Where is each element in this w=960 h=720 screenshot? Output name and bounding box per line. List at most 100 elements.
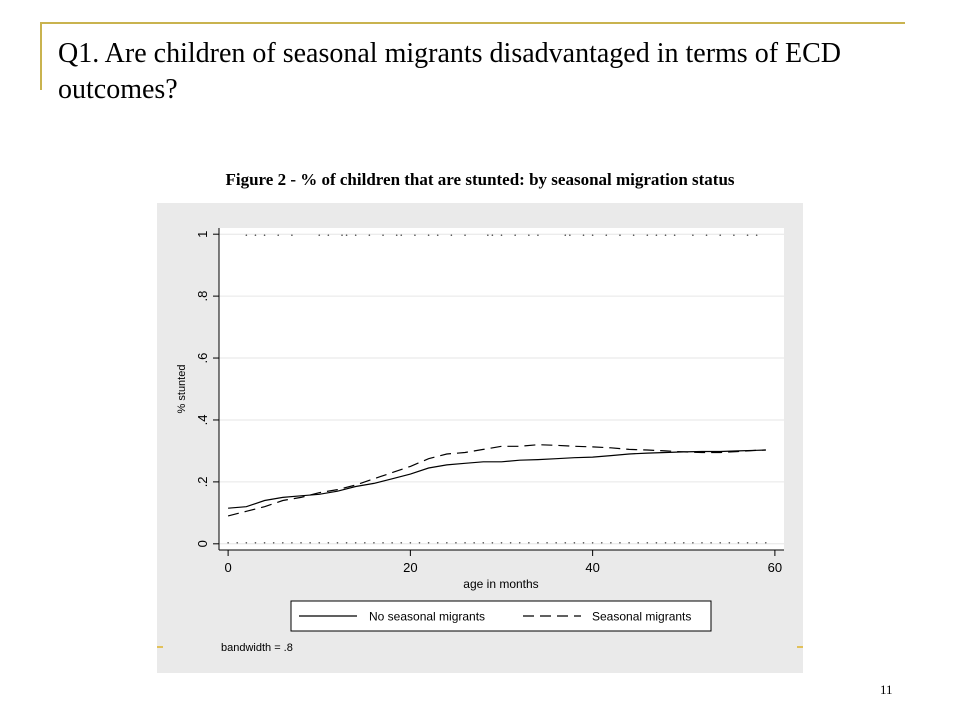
rug-mark-top xyxy=(450,234,453,236)
rug-mark-top xyxy=(368,234,371,236)
rug-mark-top xyxy=(537,234,539,236)
rug-mark-top xyxy=(245,234,248,236)
rug-mark-top xyxy=(733,234,735,236)
slide-title: Q1. Are children of seasonal migrants di… xyxy=(58,38,842,105)
rug-mark-bottom xyxy=(528,542,530,544)
rug-marks xyxy=(227,234,767,544)
rug-mark-bottom xyxy=(236,542,239,544)
rug-mark-bottom xyxy=(591,542,594,544)
rug-mark-bottom xyxy=(291,542,293,544)
rug-mark-top xyxy=(619,234,621,236)
x-tick-label: 60 xyxy=(768,560,782,575)
rug-mark-bottom xyxy=(309,542,311,544)
x-ticks: 0 20 40 60 xyxy=(224,550,782,575)
rug-mark-bottom xyxy=(455,542,457,544)
rug-mark-top xyxy=(705,234,708,236)
legend-box xyxy=(290,600,712,632)
rug-mark-bottom xyxy=(673,542,676,544)
bandwidth-note: bandwidth = .8 xyxy=(221,642,293,654)
rug-mark-top xyxy=(655,234,658,236)
rug-mark-bottom xyxy=(464,542,466,544)
rug-mark-bottom xyxy=(600,542,603,544)
rug-mark-bottom xyxy=(509,542,512,544)
y-tick-label: .4 xyxy=(195,415,210,426)
rug-mark-bottom xyxy=(373,542,375,544)
rug-mark-bottom xyxy=(637,542,639,544)
rug-mark-top xyxy=(395,234,398,236)
rug-mark-bottom xyxy=(728,542,731,544)
x-tick-label: 20 xyxy=(403,560,417,575)
rug-mark-top xyxy=(400,234,403,236)
x-tick-label: 0 xyxy=(224,560,231,575)
x-tick-label: 40 xyxy=(585,560,599,575)
rug-mark-bottom xyxy=(573,542,576,544)
rug-mark-bottom xyxy=(436,542,439,544)
rug-mark-bottom xyxy=(610,542,612,544)
rug-mark-top xyxy=(327,234,330,236)
rug-mark-top xyxy=(591,234,594,236)
rug-mark-bottom xyxy=(537,542,539,544)
rug-mark-bottom xyxy=(254,542,257,544)
rug-mark-top xyxy=(427,234,430,236)
rug-mark-bottom xyxy=(619,542,621,544)
rug-mark-bottom xyxy=(582,542,585,544)
rug-mark-bottom xyxy=(564,542,567,544)
series-group xyxy=(227,444,766,517)
rug-mark-bottom xyxy=(300,542,302,544)
title-rule-left xyxy=(40,22,42,90)
rug-mark-top xyxy=(291,234,293,236)
figure-caption: Figure 2 - % of children that are stunte… xyxy=(225,170,735,189)
rug-mark-bottom xyxy=(646,542,649,544)
rug-mark-top xyxy=(263,234,266,236)
rug-mark-bottom xyxy=(664,542,667,544)
rug-mark-bottom xyxy=(446,542,448,544)
rug-mark-top xyxy=(582,234,585,236)
rug-mark-top xyxy=(487,234,489,236)
rug-mark-bottom xyxy=(391,542,393,544)
rug-mark-bottom xyxy=(263,542,266,544)
series-line-seasonal-migrants xyxy=(227,444,766,517)
rug-mark-bottom xyxy=(710,542,712,544)
rug-mark-bottom xyxy=(245,542,248,544)
rug-mark-bottom xyxy=(628,542,630,544)
rug-mark-top xyxy=(345,234,348,236)
rug-mark-top xyxy=(414,234,416,236)
panel-accent-left xyxy=(157,646,163,648)
rug-mark-top xyxy=(755,234,758,236)
y-tick-label: 1 xyxy=(195,231,210,238)
rug-mark-bottom xyxy=(345,542,348,544)
rug-mark-bottom xyxy=(555,542,557,544)
rug-mark-bottom xyxy=(546,542,548,544)
rug-mark-top xyxy=(491,234,494,236)
rug-mark-top xyxy=(277,234,280,236)
stunting-chart: 0 .2 .4 .6 .8 1 0 20 40 60 % stunted age in mont… xyxy=(176,228,784,654)
rug-mark-top xyxy=(746,234,749,236)
title-rule-top xyxy=(40,22,905,24)
rug-mark-bottom xyxy=(418,542,421,544)
rug-mark-bottom xyxy=(318,542,321,544)
rug-mark-top xyxy=(664,234,667,236)
rug-mark-bottom xyxy=(327,542,330,544)
rug-mark-top xyxy=(382,234,384,236)
rug-mark-bottom xyxy=(755,542,758,544)
rug-mark-bottom xyxy=(737,542,740,544)
rug-mark-bottom xyxy=(764,542,767,544)
rug-mark-top xyxy=(632,234,635,236)
rug-mark-bottom xyxy=(281,542,284,544)
rug-mark-top xyxy=(564,234,567,236)
rug-mark-top xyxy=(341,234,343,236)
rug-mark-bottom xyxy=(682,542,685,544)
rug-mark-top xyxy=(605,234,608,236)
axes xyxy=(218,228,784,551)
rug-mark-bottom xyxy=(409,542,412,544)
rug-mark-bottom xyxy=(354,542,357,544)
page-number: 11 xyxy=(880,682,893,697)
y-axis-label: % stunted xyxy=(176,365,188,414)
y-tick-label: 0 xyxy=(195,540,210,547)
rug-mark-bottom xyxy=(400,542,403,544)
rug-mark-top xyxy=(500,234,503,236)
panel-accent-right xyxy=(797,646,803,648)
rug-mark-bottom xyxy=(336,542,339,544)
y-tick-label: .8 xyxy=(195,291,210,302)
x-axis-label: age in months xyxy=(463,577,538,591)
